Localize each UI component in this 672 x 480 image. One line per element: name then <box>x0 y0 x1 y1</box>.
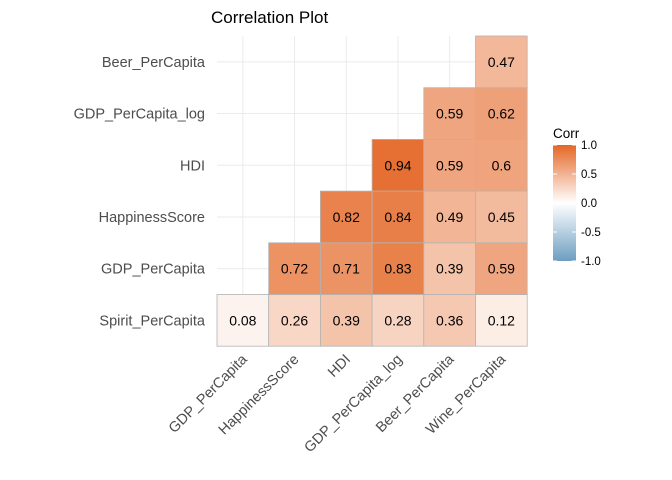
legend: Corr 1.0 0.5 0.0 -0.5 -1.0 <box>553 126 601 268</box>
cell-value-label: 0.47 <box>488 54 515 70</box>
heatmap-cell <box>423 242 476 295</box>
cell-value-label: 0.08 <box>229 312 256 328</box>
y-tick-label: HDI <box>180 158 205 174</box>
cell-value-label: 0.62 <box>488 106 515 122</box>
heatmap-cell <box>216 294 270 347</box>
heatmap-cell <box>423 190 476 244</box>
legend-title: Corr <box>553 126 580 141</box>
legend-tick-label: 0.0 <box>581 198 597 210</box>
cell-value-label: 0.59 <box>436 106 463 122</box>
cell-value-label: 0.59 <box>436 157 463 173</box>
cell-value-label: 0.59 <box>488 261 515 277</box>
legend-tick-label: 1.0 <box>581 140 597 152</box>
cell-value-label: 0.36 <box>436 312 463 328</box>
heatmap-cell <box>475 87 528 140</box>
heatmap-cell <box>475 190 528 244</box>
heatmap-cell <box>371 190 425 244</box>
heatmap-cell <box>475 138 528 192</box>
legend-tick-label: -0.5 <box>581 227 601 239</box>
legend-colorbar <box>553 145 576 261</box>
y-tick-label: HappinessScore <box>99 210 205 226</box>
heatmap-cell <box>475 35 528 89</box>
legend-tick-label: 0.5 <box>581 169 597 181</box>
cell-value-label: 0.39 <box>436 261 463 277</box>
heatmap-cell <box>423 138 476 192</box>
cell-value-label: 0.12 <box>488 312 515 328</box>
cell-value-label: 0.28 <box>384 312 411 328</box>
cell-value-label: 0.82 <box>333 209 360 225</box>
heatmap-cell <box>371 138 425 192</box>
heatmap-cell <box>475 242 528 295</box>
y-tick-label: GDP_PerCapita <box>101 262 206 278</box>
cell-value-label: 0.39 <box>333 312 360 328</box>
cell-labels: 0.08 0.26 0.39 0.28 0.36 0.12 0.72 0.71 0.83 0.39… <box>229 54 515 329</box>
cell-value-label: 0.49 <box>436 209 463 225</box>
heatmap-cell <box>475 294 528 347</box>
cell-value-label: 0.84 <box>384 209 411 225</box>
heatmap-cell <box>423 294 476 347</box>
heatmap-cell <box>268 242 321 295</box>
cell-value-label: 0.83 <box>384 261 411 277</box>
y-tick-label: GDP_PerCapita_log <box>74 107 205 123</box>
cell-value-label: 0.26 <box>281 312 308 328</box>
cell-value-label: 0.72 <box>281 261 308 277</box>
cell-value-label: 0.94 <box>384 157 411 173</box>
heatmap-cells <box>216 35 528 347</box>
y-axis: Spirit_PerCapita GDP_PerCapita HappinessSc… <box>74 55 206 330</box>
cell-value-label: 0.71 <box>333 261 360 277</box>
cell-value-label: 0.6 <box>492 157 512 173</box>
heatmap-cell <box>319 190 373 244</box>
y-tick-label: Beer_PerCapita <box>102 55 206 71</box>
x-tick-label: HDI <box>325 352 354 381</box>
chart-title: Correlation Plot <box>211 8 328 27</box>
legend-tick-label: -1.0 <box>581 256 601 268</box>
x-tick-label: GDP_PerCapita_log <box>302 352 406 456</box>
cell-value-label: 0.45 <box>488 209 515 225</box>
y-tick-label: Spirit_PerCapita <box>99 313 206 329</box>
